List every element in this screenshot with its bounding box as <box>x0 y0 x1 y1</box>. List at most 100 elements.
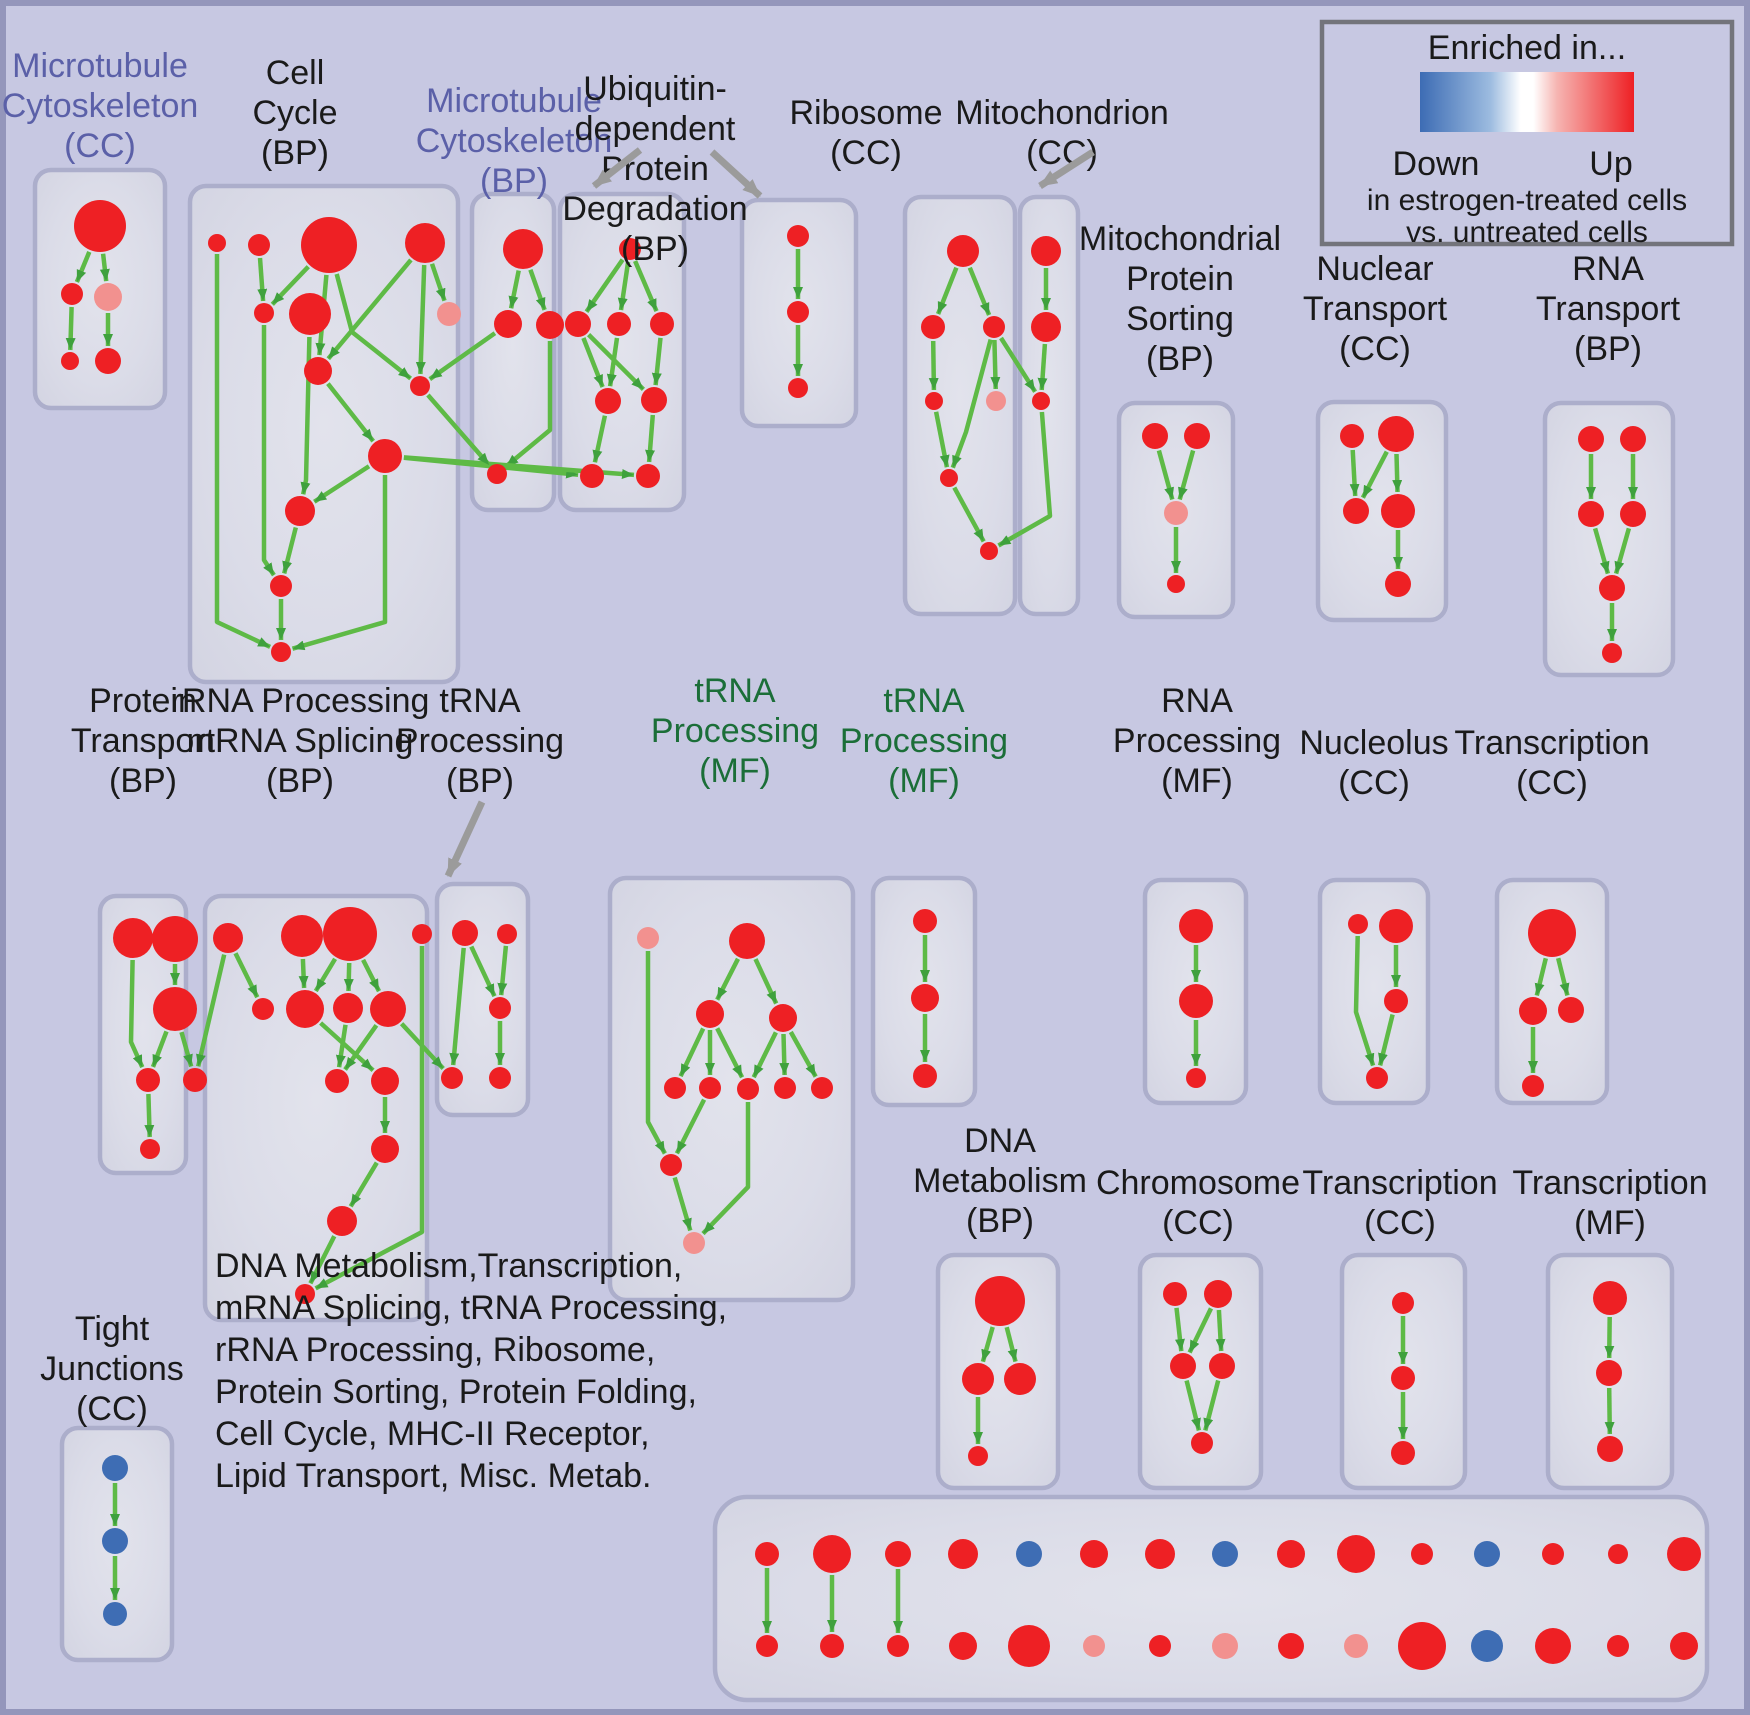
go-term-node-misc-categories-14 <box>1667 1537 1701 1571</box>
go-term-node-trna-processing-mf-large-4 <box>664 1077 686 1099</box>
layer-edges <box>65 249 1638 1633</box>
go-term-node-misc-categories-21 <box>1149 1635 1171 1657</box>
go-term-node-misc-categories-12 <box>1542 1543 1564 1565</box>
floating-label-ubiquitin-label: (BP) <box>621 230 689 268</box>
edge-arrow-microtubule-cc <box>74 251 92 283</box>
group-label-transcription-cc-bottom: (CC) <box>1364 1204 1436 1242</box>
misc-categories-note-line: DNA Metabolism,Transcription, <box>215 1247 682 1285</box>
group-label-trna-processing-mf-large: (MF) <box>699 752 771 790</box>
go-term-node-ubiquitin-degradation-1-7 <box>636 464 660 488</box>
edge-arrow-chromosome-cc <box>1184 1380 1202 1431</box>
edge-arrow-rrna-processing-mrna-splicing <box>348 1161 379 1208</box>
edge-arrow-transcription-cc-mid <box>1556 957 1570 996</box>
edge-arrow-cell-cycle <box>291 475 388 651</box>
edge-arrow-microtubule-cc <box>65 306 76 351</box>
go-term-node-trna-processing-bp-3 <box>441 1067 463 1089</box>
edge-arrow-trna-processing-mf-large <box>645 951 667 1155</box>
edge-arrow-ubiquitin-degradation-1 <box>645 414 656 463</box>
go-term-node-nucleolus-cc-1 <box>1379 909 1413 943</box>
edge-arrow-trna-processing-bp <box>469 945 497 998</box>
go-term-node-misc-categories-1 <box>813 1535 851 1573</box>
go-term-node-misc-categories-26 <box>1471 1630 1503 1662</box>
edge-arrow-cell-cycle <box>313 464 371 504</box>
edge-arrow-microtubule-bp <box>504 341 553 469</box>
go-term-node-misc-categories-24 <box>1344 1634 1368 1658</box>
go-term-node-cell-cycle-0 <box>208 234 226 252</box>
go-term-node-transcription-mf-2 <box>1597 1436 1623 1462</box>
group-label-microtubule-bp: (BP) <box>480 162 548 200</box>
edge-arrow-chromosome-cc <box>1203 1379 1221 1431</box>
go-term-node-rna-transport-0 <box>1578 426 1604 452</box>
group-label-transcription-mf: Transcription <box>1512 1164 1707 1202</box>
edge-arrow-cross-7 <box>399 1022 445 1071</box>
group-label-dna-metabolism: Metabolism <box>913 1162 1087 1200</box>
go-term-node-misc-categories-8 <box>1277 1540 1305 1568</box>
edge-arrow-cell-cycle <box>326 382 375 443</box>
group-label-protein-transport: (BP) <box>109 762 177 800</box>
go-term-node-protein-transport-2 <box>153 987 197 1031</box>
go-term-node-cell-cycle-4 <box>254 303 274 323</box>
go-term-node-trna-processing-mf-small-1 <box>911 984 939 1012</box>
edge-arrow-ubiquitin-degradation-1 <box>651 337 663 386</box>
group-label-transcription-cc-bottom: Transcription <box>1302 1164 1497 1202</box>
edge-arrow-cell-cycle <box>415 264 427 375</box>
go-term-node-tight-junctions-0 <box>102 1455 128 1481</box>
misc-categories-note-line: Cell Cycle, MHC-II Receptor, <box>215 1415 650 1453</box>
go-term-node-rrna-processing-mrna-splicing-12 <box>295 1284 315 1304</box>
group-label-cell-cycle: Cell <box>266 54 325 92</box>
group-label-chromosome-cc: Chromosome <box>1096 1164 1300 1202</box>
group-label-mitochondrial-protein-sorting: Mitochondrial <box>1079 220 1281 258</box>
group-label-microtubule-bp: Microtubule <box>426 82 602 120</box>
go-term-node-trna-processing-mf-small-2 <box>913 1064 937 1088</box>
group-label-protein-transport: Transport <box>71 722 216 760</box>
edge-arrow-cell-cycle <box>270 265 310 306</box>
group-label-rna-processing-mf: Processing <box>1113 722 1281 760</box>
edge-arrow-ribosome-cc <box>967 266 992 316</box>
go-term-node-cell-cycle-11 <box>270 575 292 597</box>
edge-arrow-rna-transport <box>1613 527 1632 575</box>
go-term-node-cell-cycle-3 <box>405 223 445 263</box>
go-term-node-ubiquitin-degradation-2-2 <box>788 378 808 398</box>
group-label-nuclear-transport: Nuclear <box>1316 250 1433 288</box>
edge-arrow-trna-processing-mf-large <box>715 1027 745 1079</box>
go-term-node-ubiquitin-degradation-1-1 <box>565 311 591 337</box>
group-label-rrna-processing-mrna-splicing: (BP) <box>266 762 334 800</box>
go-term-node-misc-categories-29 <box>1670 1632 1698 1660</box>
edge-arrow-dna-metabolism <box>980 1326 995 1363</box>
edge-arrow-microtubule-cc <box>99 253 110 282</box>
go-term-node-rrna-processing-mrna-splicing-10 <box>371 1135 399 1163</box>
go-term-node-rna-processing-mf-1 <box>1179 984 1213 1018</box>
go-term-node-misc-categories-13 <box>1608 1544 1628 1564</box>
edge-arrow-cross-6 <box>196 954 227 1067</box>
group-box-mitochondrion-cc <box>1017 194 1081 617</box>
go-term-node-misc-categories-4 <box>1016 1541 1042 1567</box>
edge-arrow-rrna-processing-mrna-splicing <box>314 946 425 1291</box>
edge-arrow-dna-metabolism <box>1004 1326 1018 1363</box>
go-term-node-microtubule-cc-2 <box>94 283 122 311</box>
edge-arrow-nucleolus-cc <box>1377 1014 1395 1066</box>
legend-box <box>1319 19 1735 247</box>
group-box-misc-categories <box>712 1494 1710 1703</box>
go-term-node-misc-categories-20 <box>1083 1635 1105 1657</box>
go-term-node-ribosome-cc-0 <box>947 235 979 267</box>
go-term-node-tight-junctions-1 <box>102 1528 128 1554</box>
edge-arrow-transcription-mf <box>1604 1387 1615 1435</box>
go-term-node-transcription-mf-0 <box>1593 1281 1627 1315</box>
edge-arrow-protein-transport <box>128 959 145 1069</box>
go-term-node-ubiquitin-degradation-1-0 <box>619 238 641 260</box>
go-term-node-cell-cycle-1 <box>248 234 270 256</box>
edge-arrow-cross-3 <box>428 331 497 381</box>
group-box-trna-processing-mf-large <box>607 875 856 1303</box>
pointer-arrow-to-trna-bp-box <box>444 800 486 878</box>
edge-arrow-cross-2 <box>426 393 491 467</box>
edge-arrow-protein-transport <box>150 1030 169 1068</box>
go-term-node-microtubule-bp-1 <box>494 310 522 338</box>
go-term-node-protein-transport-3 <box>136 1068 160 1092</box>
edge-arrow-trna-processing-mf-large <box>674 1098 707 1155</box>
edge-arrow-chromosome-cc <box>1187 1307 1214 1354</box>
group-label-trna-processing-mf-small: Processing <box>840 722 1008 760</box>
go-term-node-transcription-cc-mid-1 <box>1519 997 1547 1025</box>
go-term-node-mitochondrial-protein-sorting-1 <box>1184 423 1210 449</box>
floating-label-ubiquitin-label: dependent <box>575 110 736 148</box>
go-term-node-trna-processing-mf-large-0 <box>637 927 659 949</box>
